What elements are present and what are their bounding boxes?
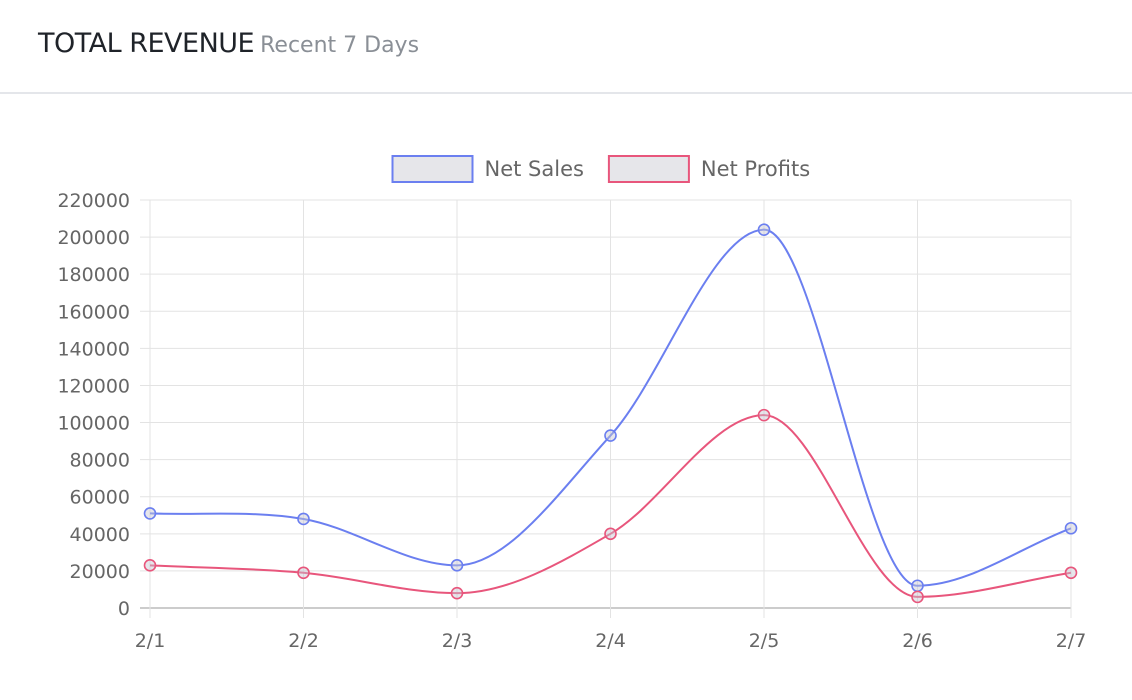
data-point[interactable] [1064,566,1078,580]
y-tick-label: 160000 [57,301,130,323]
subtitle-text: Recent 7 Days [260,33,420,58]
data-point[interactable] [911,590,924,604]
y-tick-label: 60000 [70,487,130,509]
data-point[interactable] [604,527,617,541]
card-header: TOTAL REVENUE Recent 7 Days [0,0,1132,94]
axes: 0 20000 40000 60000 80000 100000 120000 140000 1… [57,190,1086,652]
y-tick-label: 80000 [70,450,130,472]
legend-swatch [391,155,474,183]
y-tick-label: 20000 [70,561,130,583]
x-tick-label: 2/5 [749,630,780,652]
grid [140,199,1072,618]
data-point[interactable] [604,429,617,442]
revenue-line-chart: 0 20000 40000 60000 80000 100000 120000 140000 1… [57,155,1086,652]
legend-item[interactable]: Net Profits [607,155,810,183]
y-tick-label: 140000 [57,338,130,360]
legend-label: Net Sales [485,157,584,181]
x-tick-label: 2/3 [442,630,473,652]
legend-swatch [607,155,690,183]
data-point[interactable] [1064,521,1078,535]
legend[interactable]: Net Sales Net Profits [391,155,811,183]
data-point[interactable] [450,559,464,572]
title-text: TOTAL REVENUE [38,28,255,59]
data-point[interactable] [297,512,310,526]
y-tick-label: 0 [118,598,130,620]
data-point[interactable] [911,579,924,593]
x-tick-label: 2/2 [288,630,319,652]
series [143,223,1078,604]
x-tick-label: 2/4 [595,630,626,652]
data-point[interactable] [143,559,157,572]
card-title: TOTAL REVENUE Recent 7 Days [38,28,419,59]
x-tick-label: 2/6 [902,630,933,652]
y-tick-label: 200000 [57,227,130,249]
legend-label: Net Profits [701,157,810,181]
y-tick-label: 100000 [57,413,130,435]
data-point[interactable] [143,507,157,520]
y-tick-label: 180000 [57,264,130,286]
legend-item[interactable]: Net Sales [391,155,584,183]
x-tick-label: 2/1 [135,630,166,652]
y-tick-label: 40000 [70,524,130,546]
x-tick-label: 2/7 [1056,630,1087,652]
data-point[interactable] [297,566,310,580]
data-point[interactable] [450,586,464,600]
y-tick-label: 120000 [57,375,130,397]
series-line [149,414,1072,598]
data-point[interactable] [757,223,771,236]
y-tick-label: 220000 [57,190,130,212]
data-point[interactable] [757,408,771,422]
